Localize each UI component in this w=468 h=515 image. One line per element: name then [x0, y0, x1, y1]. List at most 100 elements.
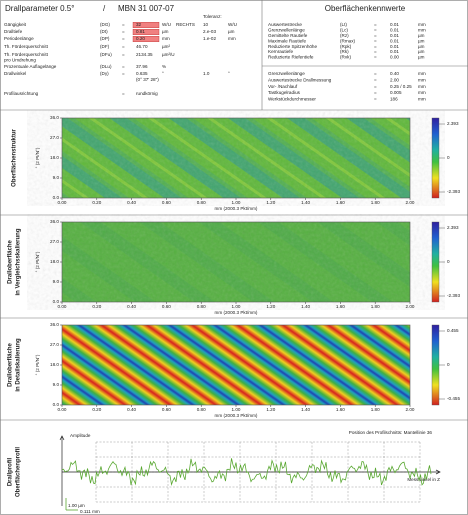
drall-label: Profilausrichtung — [4, 91, 39, 96]
drall-unit: ° — [162, 71, 164, 76]
measure-unit: mm — [418, 90, 426, 95]
title-separator: / — [103, 4, 106, 13]
x-tick-label: 1.20 — [266, 407, 275, 412]
x-axis-label: mm (2000.3 Pkt/mm) — [215, 413, 258, 418]
x-tick-label: 0.60 — [162, 407, 171, 412]
drall-symbol: (DFu) — [100, 52, 112, 57]
surface-symbol: (Rz) — [340, 33, 349, 38]
drall-eq: = — [122, 64, 125, 69]
colorbar-label: 0 — [447, 362, 450, 367]
drall-value: 32 — [136, 22, 142, 27]
measure-eq: = — [374, 96, 377, 101]
surface-noise — [62, 118, 410, 198]
surface-label: Auswertestrecke — [268, 22, 302, 27]
y-tick-label: 0.0 — [53, 402, 60, 407]
surface-symbol: (Rk) — [340, 49, 349, 54]
drall-tol-unit: ° — [228, 71, 230, 76]
panel-side-label: Oberflächenstruktur — [12, 128, 18, 186]
drall-value: 0.635 — [136, 71, 148, 76]
drall-symbol: (DLu) — [100, 64, 112, 69]
drall-value: (0° 37' 28") — [136, 77, 159, 82]
y-tick-label: 9.0 — [53, 175, 60, 180]
x-tick-label: 2.00 — [406, 304, 415, 309]
surface-eq: = — [374, 44, 377, 49]
colorbar — [431, 117, 440, 199]
surface-label: Reduzierte Spitzenhöhe — [268, 44, 317, 49]
drall-tolerance: 10 — [203, 22, 209, 27]
drall-value: rundkörnig — [136, 91, 158, 96]
measure-unit: mm — [418, 84, 426, 89]
y-tick-label: 27.0 — [50, 342, 59, 347]
drall-eq: = — [122, 52, 125, 57]
surface-unit: µm — [418, 33, 425, 38]
x-tick-label: 0.20 — [92, 304, 101, 309]
drall-unit: mm — [162, 36, 170, 41]
panel-side-label: Drallprofil — [8, 458, 14, 487]
drall-tol-unit: µm — [228, 29, 235, 34]
y-axis-label: ° (2 PI/N°) — [35, 251, 40, 272]
measure-label: Tastkugelradius — [268, 90, 301, 95]
measure-unit: mm — [418, 96, 426, 101]
x-tick-label: 1.20 — [266, 304, 275, 309]
drall-unit: µm — [162, 29, 169, 34]
drall-symbol: (DG) — [100, 22, 110, 27]
drall-label: Gängigkeit — [4, 22, 27, 27]
x-tick-label: 0.20 — [92, 407, 101, 412]
right-title: Oberflächenkennwerte — [325, 4, 406, 13]
surface-value: 0.01 — [390, 22, 399, 27]
measure-label: Werkstückdurchmesser — [268, 96, 316, 101]
colorbar-label: 0.455 — [447, 328, 459, 333]
drall-label: Dralltiefe — [4, 29, 23, 34]
measure-eq: = — [374, 90, 377, 95]
measure-label: Auswertestrecke Drallmessung — [268, 78, 332, 83]
drall-tolerance: 1.e-02 — [203, 36, 216, 41]
x-tick-label: 1.80 — [371, 200, 380, 205]
x-tick-label: 1.00 — [232, 304, 241, 309]
surface-unit: µm — [418, 55, 425, 60]
drall-label: Prozentuale Auflagelänge — [4, 64, 57, 69]
drall-tolerance: 2.e-03 — [203, 29, 216, 34]
drall-symbol: (Dγ) — [100, 71, 109, 76]
x-tick-label: 2.00 — [406, 407, 415, 412]
drall-value: 0.81 — [136, 29, 145, 34]
section-position: Position des Profilschnitts: Mantellinie… — [349, 430, 433, 435]
measure-label: Grenzwellenlänge — [268, 71, 305, 76]
x-tick-label: 0.80 — [197, 407, 206, 412]
drall-symbol: (DF) — [100, 44, 110, 49]
surface-label: Maximale Rautiefe — [268, 38, 306, 43]
surface-label: Kernrautiefe — [268, 49, 293, 54]
y-tick-label: 18.0 — [50, 362, 59, 367]
standard: MBN 31 007-07 — [118, 4, 175, 13]
y-axis-label: ° (2 PI/N°) — [35, 147, 40, 168]
x-tick-label: 1.40 — [301, 200, 310, 205]
x-tick-label: 0.60 — [162, 304, 171, 309]
y-tick-label: 18.0 — [50, 259, 59, 264]
value-highlight — [132, 29, 160, 36]
drall-label: Drallwinkel — [4, 71, 26, 76]
y-tick-label: 18.0 — [50, 155, 59, 160]
x-tick-label: 1.60 — [336, 304, 345, 309]
drall-eq: = — [122, 29, 125, 34]
surface-symbol: (Rpk) — [340, 44, 352, 49]
arrow — [435, 469, 441, 475]
surface-symbol: (Rmax) — [340, 38, 356, 43]
colorbar-label: -2.393 — [447, 293, 460, 298]
drall-symbol: (Dt) — [100, 29, 108, 34]
measure-label: Vor- /Nachlauf — [268, 84, 298, 89]
drall-label: Periodenlänge — [4, 36, 34, 41]
arrow — [59, 435, 65, 441]
panel-side-label: in Detailskalierung — [16, 338, 22, 392]
surface-unit: µm — [418, 38, 425, 43]
y-tick-label: 9.0 — [53, 382, 60, 387]
drall-tol-unit: mm — [228, 36, 236, 41]
x-tick-label: 0.80 — [197, 304, 206, 309]
drall-eq: = — [122, 91, 125, 96]
panel-side-label: Dralloberfläche — [8, 239, 14, 283]
y-tick-label: 9.0 — [53, 279, 60, 284]
y-tick-label: 36.0 — [50, 322, 59, 327]
x-tick-label: 1.60 — [336, 200, 345, 205]
surface-unit: µm — [418, 49, 425, 54]
colorbar-label: -2.393 — [447, 189, 460, 194]
colorbar — [431, 324, 440, 406]
